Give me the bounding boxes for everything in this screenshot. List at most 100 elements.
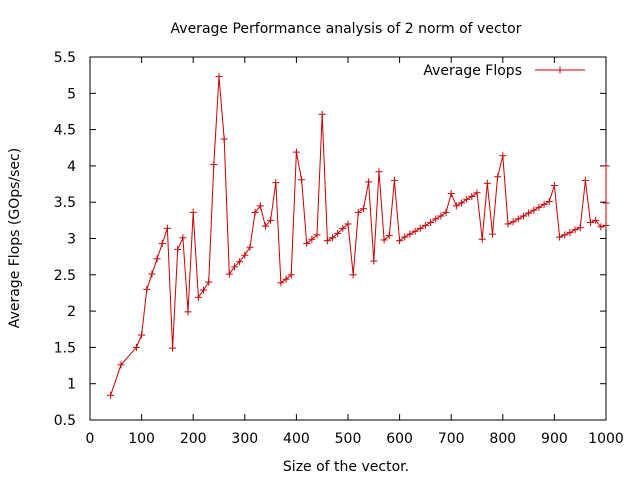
data-point [334,229,342,237]
data-point [592,216,600,224]
data-point [540,200,548,208]
data-point [561,231,569,239]
chart-title: Average Performance analysis of 2 norm o… [171,21,522,37]
data-point [483,179,491,187]
data-point [282,275,290,283]
data-point [298,176,306,184]
data-point [380,236,388,244]
data-point [602,221,610,229]
x-tick-label: 0 [86,431,95,447]
x-tick-label: 200 [180,431,207,447]
data-point [535,203,543,211]
data-point [339,224,347,232]
y-tick-label: 2 [67,304,76,320]
x-tick-label: 300 [231,431,258,447]
data-point [158,240,166,248]
data-point [452,202,460,210]
data-point [236,258,244,266]
y-tick-label: 4 [67,159,76,175]
axis-ticks: 0 100 200 300 400 500 600 700 800 900 1000 0.5 1 1.5 2… [54,50,624,447]
data-point [205,278,213,286]
data-point [179,234,187,242]
data-point [210,160,218,168]
data-point [318,110,326,118]
data-point [411,227,419,235]
data-point [514,215,522,223]
data-point [225,270,233,278]
data-point [148,270,156,278]
data-point [509,218,517,226]
data-point [246,243,254,251]
data-point [153,255,161,263]
legend-label: Average Flops [423,63,522,79]
data-point [261,222,269,230]
data-point [184,308,192,316]
data-point [499,152,507,160]
data-point [292,148,300,156]
data-point [597,223,605,231]
data-point [349,271,357,279]
data-point [194,293,202,301]
data-point [189,208,197,216]
data-point [365,178,373,186]
data-point [530,206,538,214]
data-point [478,235,486,243]
data-point [571,226,579,234]
data-point [308,235,316,243]
x-tick-label: 600 [386,431,413,447]
data-point [143,285,151,293]
y-tick-label: 5.5 [54,50,76,66]
data-point [390,176,398,184]
data-point [566,229,574,237]
x-tick-label: 100 [128,431,155,447]
data-point [251,208,259,216]
data-point [581,176,589,184]
data-point [169,344,177,352]
data-point [602,199,610,207]
data-point [220,135,228,143]
data-point [468,192,476,200]
data-point [488,230,496,238]
data-point [215,73,223,81]
data-point [107,391,115,399]
y-tick-label: 2.5 [54,268,76,284]
data-point [174,245,182,253]
x-tick-label: 800 [489,431,516,447]
data-point [504,220,512,228]
data-point [401,233,409,241]
data-point [344,220,352,228]
data-point [354,208,362,216]
data-point [494,173,502,181]
data-point [241,251,249,259]
x-tick-label: 700 [438,431,465,447]
legend: Average Flops [423,63,585,79]
data-point [458,199,466,207]
y-tick-label: 4.5 [54,123,76,139]
data-point [576,224,584,232]
data-point [519,212,527,220]
data-point [427,219,435,227]
x-tick-label: 500 [335,431,362,447]
data-point [132,343,140,351]
data-point [473,189,481,197]
data-point [385,232,393,240]
data-point [277,279,285,287]
data-point [375,168,383,176]
data-point [463,195,471,203]
data-point [313,231,321,239]
y-axis-label: Average Flops (GOps/sec) [7,148,23,328]
y-tick-label: 3 [67,232,76,248]
data-point [421,221,429,229]
data-point [200,286,208,294]
x-tick-label: 400 [283,431,310,447]
data-point [303,240,311,248]
data-point [370,257,378,265]
series-layer [107,73,610,399]
data-point [272,179,280,187]
data-point [602,162,610,170]
data-point [323,237,331,245]
data-point [550,182,558,190]
data-point [230,263,238,271]
y-tick-label: 1.5 [54,340,76,356]
